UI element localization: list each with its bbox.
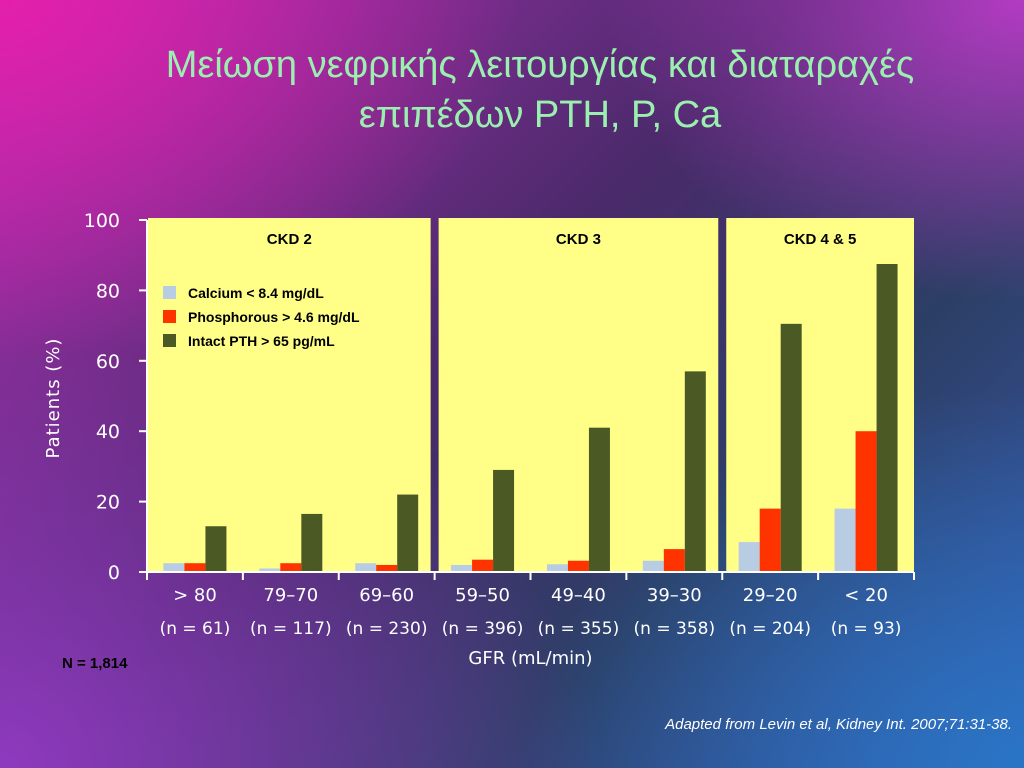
calcium-bar: [834, 508, 856, 572]
phosphorous-bar: [280, 563, 302, 572]
phosphorous-bar: [472, 559, 494, 572]
pth-bar: [684, 371, 706, 572]
stage-panel: [148, 218, 431, 572]
calcium-bar: [642, 560, 664, 572]
calcium-bar: [451, 564, 473, 572]
calcium-bar: [355, 563, 377, 572]
legend-label: Intact PTH > 65 pg/mL: [188, 333, 335, 349]
calcium-bar: [546, 564, 568, 572]
x-count-label: (n = 61): [160, 619, 231, 639]
y-tick-label: 60: [96, 351, 120, 373]
pth-bar: [876, 264, 898, 572]
legend-swatch: [163, 334, 176, 347]
slide-title: Μείωση νεφρικής λειτουργίας και διαταραχ…: [60, 40, 1020, 140]
legend-swatch: [163, 286, 176, 299]
y-tick-label: 100: [84, 210, 120, 232]
calcium-bar: [259, 568, 281, 572]
pth-bar: [588, 427, 610, 572]
phosphorous-bar: [759, 508, 781, 572]
x-count-label: (n = 204): [729, 619, 811, 639]
x-count-label: (n = 93): [831, 619, 902, 639]
x-tick-label: 69–60: [359, 585, 414, 606]
x-count-label: (n = 230): [346, 619, 428, 639]
y-tick-label: 80: [96, 280, 120, 302]
x-tick-label: 39–30: [647, 585, 702, 606]
total-sample-size: N = 1,814: [62, 655, 128, 672]
x-tick-label: 79–70: [263, 585, 318, 606]
x-tick-label: 49–40: [551, 585, 606, 606]
x-tick-label: 59–50: [455, 585, 510, 606]
calcium-bar: [163, 563, 185, 572]
stage-label: CKD 3: [556, 231, 601, 248]
x-count-label: (n = 355): [538, 619, 620, 639]
x-tick-label: 29–20: [743, 585, 798, 606]
x-axis-title: GFR (mL/min): [468, 648, 592, 669]
x-count-label: (n = 396): [442, 619, 524, 639]
pth-bar: [493, 469, 515, 572]
source-citation: Adapted from Levin et al, Kidney Int. 20…: [665, 716, 1012, 733]
stage-panel: [438, 218, 719, 572]
y-tick-label: 40: [96, 421, 120, 443]
phosphorous-bar: [567, 560, 589, 572]
x-tick-label: > 80: [173, 585, 217, 606]
pth-bar: [205, 526, 227, 572]
calcium-bar: [738, 542, 760, 572]
legend-label: Phosphorous > 4.6 mg/dL: [188, 309, 360, 325]
legend-swatch: [163, 310, 176, 323]
stage-label: CKD 4 & 5: [784, 231, 857, 248]
title-line-2: επιπέδων PTH, P, Ca: [358, 94, 722, 136]
y-axis-title: Patients (%): [43, 338, 64, 459]
x-tick-label: < 20: [844, 585, 888, 606]
pth-bar: [397, 494, 419, 572]
title-line-1: Μείωση νεφρικής λειτουργίας και διαταραχ…: [165, 44, 915, 86]
phosphorous-bar: [376, 564, 398, 572]
legend-label: Calcium < 8.4 mg/dL: [188, 285, 324, 301]
x-count-label: (n = 358): [634, 619, 716, 639]
phosphorous-bar: [184, 563, 206, 572]
y-tick-label: 0: [108, 562, 120, 584]
y-tick-label: 20: [96, 492, 120, 514]
x-count-label: (n = 117): [250, 619, 332, 639]
stage-label: CKD 2: [267, 231, 312, 248]
pth-bar: [780, 323, 802, 572]
phosphorous-bar: [855, 431, 877, 572]
phosphorous-bar: [663, 549, 685, 572]
pth-bar: [301, 513, 323, 572]
